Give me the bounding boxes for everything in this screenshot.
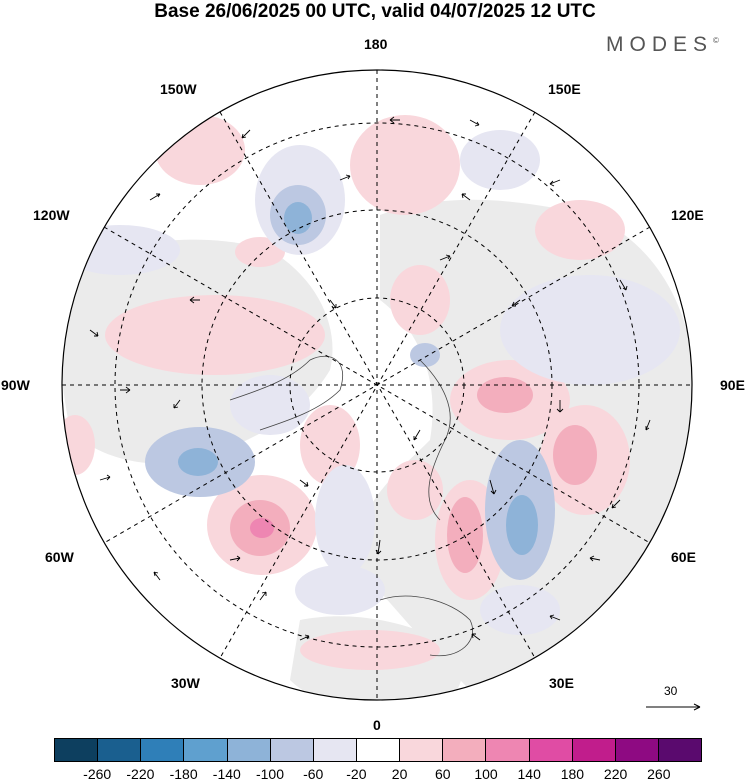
legend-swatch [529, 739, 573, 761]
lon-label-30w: 30W [171, 675, 200, 691]
legend-tick: 140 [517, 766, 541, 782]
lon-label-180: 180 [364, 36, 388, 52]
legend-swatch [55, 739, 99, 761]
legend-swatch [615, 739, 659, 761]
map-title: Base 26/06/2025 00 UTC, valid 04/07/2025… [154, 1, 596, 22]
legend-swatch [486, 739, 530, 761]
legend-swatch [443, 739, 487, 761]
legend-swatch [356, 739, 401, 761]
wind-vectors [89, 116, 651, 641]
lon-label-90e: 90E [720, 377, 745, 393]
lon-label-30e: 30E [549, 675, 574, 691]
anomaly-field [62, 70, 692, 700]
legend-swatch [572, 739, 616, 761]
lon-label-120w: 120W [33, 207, 70, 223]
lon-label-150e: 150E [548, 81, 581, 97]
reference-vector [646, 703, 701, 711]
legend-tick: 100 [474, 766, 498, 782]
legend-swatch [658, 739, 702, 761]
brand-mark: © [713, 36, 719, 45]
legend-tick: 20 [391, 766, 408, 782]
modes-logo: MODES© [606, 33, 719, 57]
lon-label-60e: 60E [671, 549, 696, 565]
legend-tick: 260 [647, 766, 671, 782]
graticule [62, 70, 692, 700]
map-boundary [61, 69, 693, 701]
legend-swatch [227, 739, 271, 761]
legend-tick: -260 [83, 766, 112, 782]
lon-label-60w: 60W [45, 549, 74, 565]
legend-swatch [141, 739, 185, 761]
brand-text: MODES [606, 33, 714, 56]
legend-swatch [184, 739, 228, 761]
legend-swatch [270, 739, 314, 761]
legend-tick: -60 [303, 766, 324, 782]
lon-label-150w: 150W [160, 81, 197, 97]
legend-tick: 220 [603, 766, 628, 782]
lon-label-0: 0 [373, 717, 381, 733]
legend-tick: -180 [169, 766, 198, 782]
legend-tick: -100 [255, 766, 285, 782]
legend-tick-labels: -260 -220 -180 -140 -100 -60 -20 20 60 100 140 180 2… [54, 766, 702, 782]
color-legend [54, 738, 702, 762]
reference-vector-label: 30 [664, 684, 678, 698]
lon-label-90w: 90W [1, 377, 30, 393]
legend-swatch [98, 739, 142, 761]
legend-tick: -20 [346, 766, 367, 782]
legend-tick: 60 [435, 766, 451, 782]
legend-swatch [313, 739, 357, 761]
legend-tick: -220 [126, 766, 155, 782]
legend-tick: 180 [560, 766, 585, 782]
legend-swatch [400, 739, 444, 761]
lon-label-120e: 120E [671, 207, 704, 223]
legend-tick: -140 [212, 766, 241, 782]
